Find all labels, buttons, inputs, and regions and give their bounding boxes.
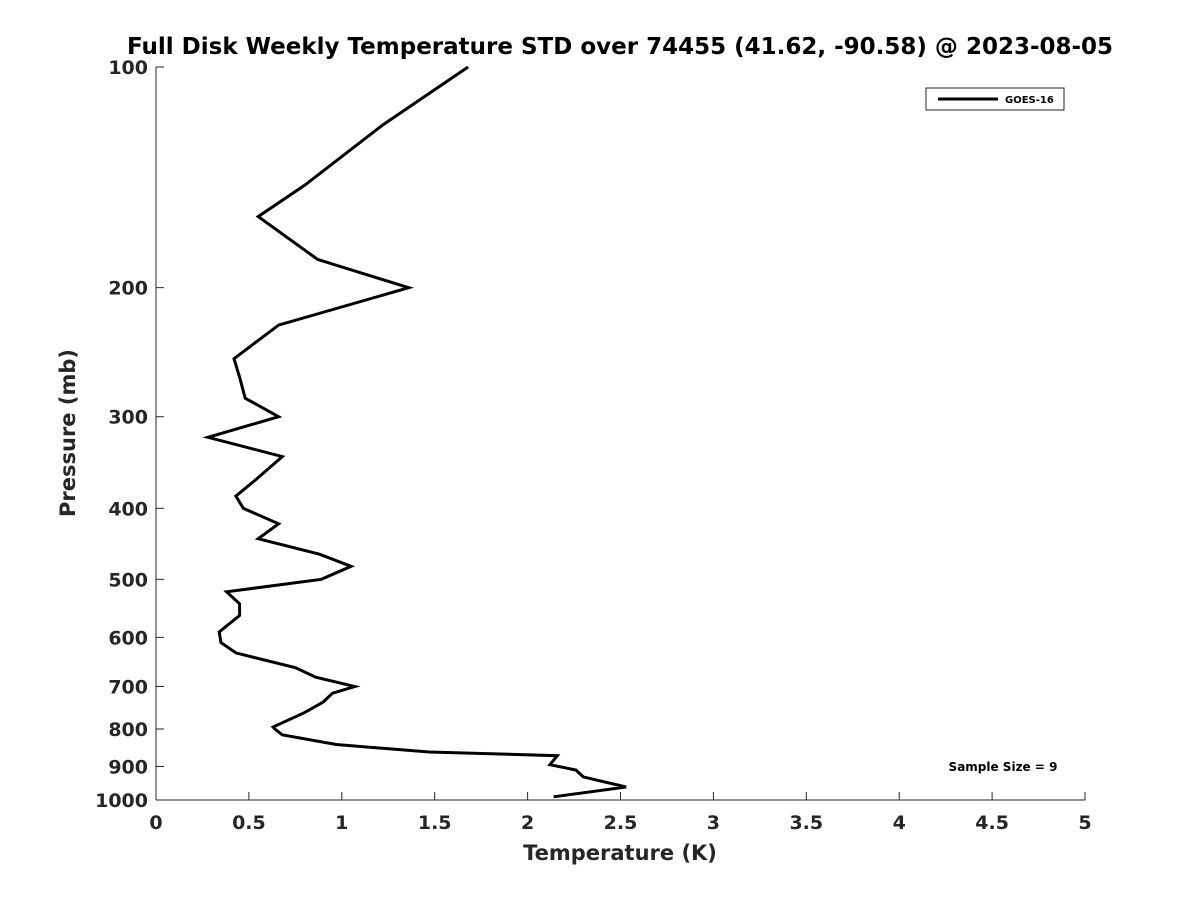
- legend-label-goes-16: GOES-16: [1005, 95, 1054, 106]
- y-tick-label: 600: [108, 627, 148, 649]
- sample-size-annotation: Sample Size = 9: [949, 760, 1058, 774]
- y-ticks: 100 200 300 400 500 600 700 800 900 1000: [95, 57, 164, 812]
- y-tick-label: 900: [108, 756, 148, 778]
- x-tick-label: 4.5: [975, 812, 1009, 834]
- y-tick-label: 700: [108, 676, 148, 698]
- legend: GOES-16: [925, 87, 1065, 111]
- y-tick-label: 400: [108, 498, 148, 520]
- y-axis-label: Pressure (mb): [56, 349, 80, 517]
- x-tick-label: 3: [707, 812, 720, 834]
- x-tick-label: 2: [521, 812, 534, 834]
- y-tick-label: 300: [108, 407, 148, 429]
- x-tick-label: 2.5: [604, 812, 638, 834]
- x-tick-label: 4: [893, 812, 906, 834]
- x-ticks: 0 0.5 1 1.5 2 2.5 3 3.5 4 4.5 5: [149, 792, 1092, 834]
- y-tick-label: 1000: [95, 790, 148, 812]
- y-tick-label: 100: [108, 57, 148, 79]
- series-line-goes-16: [202, 65, 627, 799]
- x-tick-label: 1.5: [418, 812, 452, 834]
- y-tick-label: 800: [108, 719, 148, 741]
- x-tick-label: 1: [335, 812, 348, 834]
- x-tick-label: 0.5: [232, 812, 266, 834]
- x-tick-label: 3.5: [789, 812, 823, 834]
- x-tick-label: 5: [1078, 812, 1091, 834]
- series-layer: [202, 65, 627, 799]
- y-tick-label: 500: [108, 569, 148, 591]
- chart-title: Full Disk Weekly Temperature STD over 74…: [127, 34, 1113, 60]
- y-tick-label: 200: [108, 278, 148, 300]
- x-tick-label: 0: [149, 812, 162, 834]
- x-axis-label: Temperature (K): [523, 841, 717, 865]
